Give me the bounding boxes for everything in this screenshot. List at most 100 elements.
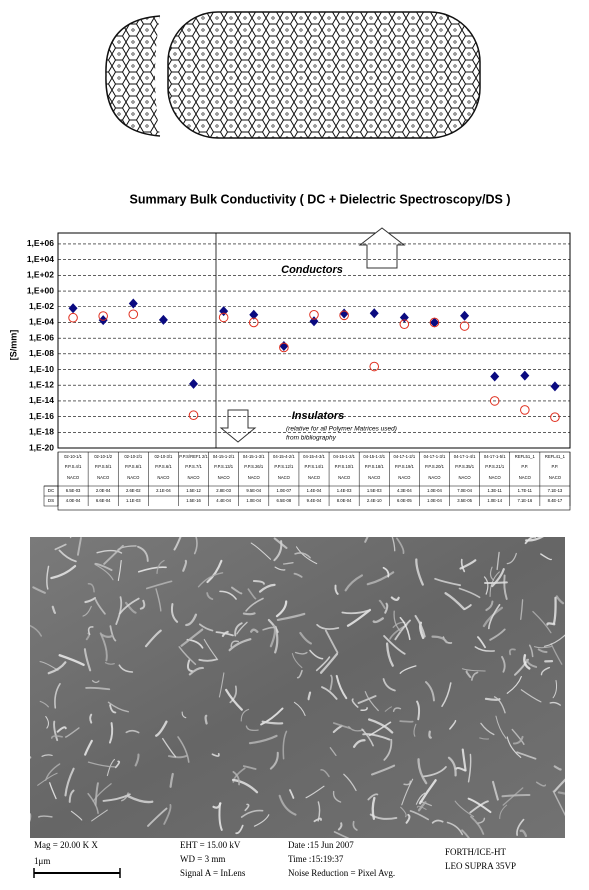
data-label: 6.6E-04 [96, 498, 111, 503]
sem-fiber [470, 815, 485, 835]
sem-fiber [444, 592, 466, 611]
sem-fiber [229, 685, 238, 704]
data-point [248, 317, 259, 328]
x-tick-label: 04-15-1-3/1 [363, 454, 385, 459]
sample-label: P.P.S.6/1 [125, 464, 142, 469]
sem-fiber [82, 605, 92, 617]
sem-fiber [476, 636, 486, 649]
sem-fiber [219, 590, 237, 600]
sem-fiber [305, 785, 325, 799]
matrix-label: NACO [338, 475, 351, 480]
sem-fiber [483, 576, 489, 595]
sem-fiber [54, 683, 61, 709]
sem-fiber [489, 628, 506, 641]
sem-fiber [332, 790, 342, 803]
sem-fiber [455, 766, 466, 772]
sem-fiber [169, 772, 174, 788]
sem-fiber [245, 725, 259, 732]
sem-fiber [177, 736, 190, 763]
sem-fiber [134, 753, 140, 767]
matrix-label: NACO [549, 475, 562, 480]
sample-label: P.P.S.20/1 [425, 464, 445, 469]
sem-fiber [533, 646, 552, 649]
sem-fiber [252, 580, 265, 585]
data-label: 1.5E-12 [186, 488, 201, 493]
nanotube-illustration [105, 11, 481, 139]
sem-fiber [103, 544, 124, 565]
sem-fiber [482, 606, 504, 628]
sem-fiber [329, 747, 337, 757]
data-label: 1.0E-14 [487, 498, 502, 503]
sem-fiber [275, 600, 288, 618]
annotation: Conductors [281, 264, 343, 276]
sem-info-bar: Mag = 20.00 K X 1μm EHT = 15.00 kV WD = … [33, 840, 516, 878]
sem-fiber [351, 698, 359, 708]
sem-fiber [54, 543, 67, 551]
sem-fiber [260, 707, 284, 726]
sem-fiber [173, 537, 182, 551]
sem-fiber [240, 809, 264, 818]
sem-fiber [107, 701, 130, 713]
y-tick-label: 1,E+00 [27, 285, 54, 295]
data-point [520, 370, 530, 381]
sem-fiber [193, 537, 198, 555]
annotation: Insulators [292, 410, 345, 422]
sem-fiber [495, 715, 507, 739]
data-point [98, 311, 108, 321]
sem-fiber [206, 592, 214, 600]
sem-fiber [232, 770, 241, 786]
data-label: 1.0E-04 [427, 488, 442, 493]
sem-fiber [343, 773, 357, 792]
x-tick-label: 04-15-1-3/1 [243, 454, 265, 459]
sem-fiber [550, 643, 563, 665]
sem-fiber [144, 629, 162, 648]
sem-fiber [167, 754, 188, 759]
sample-label: P.P.S.13/1 [214, 464, 234, 469]
sem-fiber [467, 797, 492, 814]
annotation: from bibliography [286, 435, 337, 442]
x-tick-label: 02-10-1/1 [64, 454, 83, 459]
x-tick-label: 04-17-1-2/1 [394, 454, 416, 459]
sample-label: P.P.S.5/1 [95, 464, 112, 469]
sem-fiber [87, 761, 116, 768]
sem-fiber [83, 648, 92, 672]
row-label: DS [48, 498, 54, 503]
sem-fiber [50, 735, 63, 739]
sem-fiber [85, 686, 111, 691]
sem-fiber [114, 760, 121, 769]
sem-fiber [491, 568, 505, 588]
data-label: 1.0E-04 [427, 498, 442, 503]
sem-fiber [546, 622, 556, 626]
sem-fiber [391, 537, 396, 552]
sem-lab: FORTH/ICE-HT [445, 847, 506, 857]
sample-label: P.P. [521, 464, 528, 469]
sample-label: P.P.S.18/1 [365, 464, 385, 469]
sem-fiber [385, 642, 394, 667]
data-label: 7.1E-16 [517, 498, 532, 503]
data-label: 1.3E-11 [488, 488, 503, 493]
sem-fiber [537, 648, 548, 654]
y-tick-label: 1,E-16 [29, 411, 54, 421]
sem-fiber [156, 559, 165, 574]
matrix-label: NACO [278, 475, 291, 480]
y-tick-label: 1,E-14 [29, 395, 54, 405]
sem-fiber [422, 766, 447, 778]
sem-fiber [315, 656, 331, 672]
matrix-label: NACO [97, 475, 110, 480]
data-label: 2.6E-02 [126, 488, 141, 493]
sem-fiber [470, 671, 479, 681]
sem-fiber [364, 537, 369, 543]
data-point [189, 378, 199, 389]
sem-fiber [549, 701, 561, 706]
sem-fiber [390, 596, 400, 602]
data-point [490, 371, 500, 382]
sem-fiber [320, 769, 330, 778]
data-label: 3.5E-05 [457, 498, 472, 503]
sem-fiber [258, 583, 276, 593]
sem-fiber [555, 595, 565, 605]
data-label: 9.4E-04 [307, 498, 322, 503]
sem-fiber [99, 632, 108, 662]
sem-fiber [51, 605, 57, 615]
sem-fiber [117, 559, 122, 582]
sem-fiber [206, 559, 223, 584]
